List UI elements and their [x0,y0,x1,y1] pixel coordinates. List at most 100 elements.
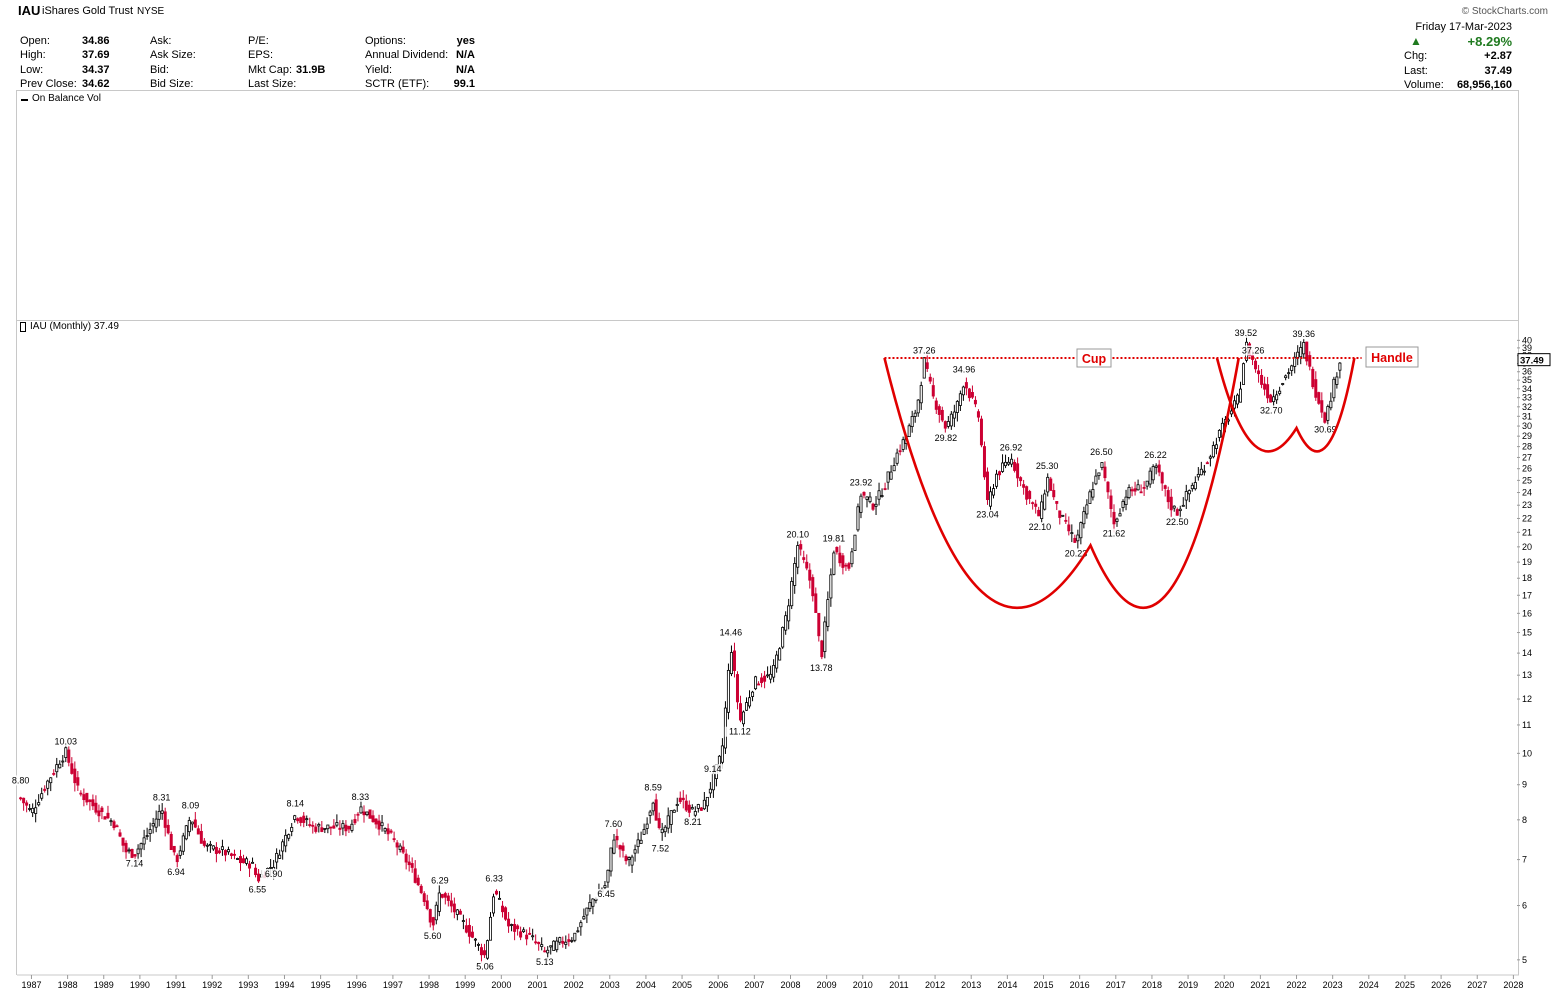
eps-label: EPS: [248,49,274,62]
candle-body [199,830,203,844]
candle-body [1100,462,1104,468]
candle-body [232,853,236,856]
candle-body [579,922,583,928]
y-tick-label: 15 [1522,628,1532,638]
price-annotation-bg [472,961,498,972]
candle-body [838,552,842,564]
candle-body [329,826,333,829]
candle-body [70,763,74,774]
candle-body [865,496,869,500]
price-annotation: 8.31 [153,792,171,802]
y-tick-label: 28 [1522,442,1532,452]
candle-body [708,788,712,794]
price-annotation-bg [163,867,189,878]
candle-body [763,675,767,682]
price-annotation: 8.14 [287,799,305,809]
candle-body [287,834,291,839]
candle-body [847,563,851,569]
candle-body [431,917,435,926]
last-size-label: Last Size: [248,77,297,90]
candle-body [208,843,212,846]
price-annotation-bg [1031,460,1063,471]
candle-body [130,848,134,858]
candle-body [1326,406,1330,421]
candle-body [1130,489,1134,492]
candle-body [1031,502,1035,505]
candle-body [368,809,372,819]
price-annotation-bg [1237,345,1269,356]
x-tick-label: 2008 [780,980,800,990]
candle-body [37,802,41,806]
quote-col-4: Options: yes Annual Dividend: N/A Yield: N/… [365,34,475,91]
candle-body [537,941,541,945]
candle-body [55,764,59,773]
candle-body [145,835,149,837]
price-annotation-bg [715,627,747,638]
candle-body [805,561,809,569]
candle-body [1151,466,1155,481]
candle-body [1118,513,1122,517]
y-tick-label: 34 [1522,384,1532,394]
price-annotation: 8.33 [352,792,370,802]
price-annotation: 39.36 [1292,329,1315,339]
up-arrow-icon: ▲ [1410,34,1422,49]
candle-body [907,425,911,438]
candle-body [1257,370,1261,375]
candle-body [1076,534,1080,542]
candle-body [660,828,664,834]
candle-body [269,867,273,869]
candle-body [133,854,137,857]
candle-body [172,845,176,853]
candle-body [618,845,622,850]
y-tick-label: 16 [1522,608,1532,618]
candle-body [85,792,89,803]
price-annotation-bg [1024,522,1056,533]
candle-body [820,640,824,658]
candle-body [335,822,339,826]
candle-body [751,691,755,697]
candle-body [823,621,827,652]
candle-body [395,842,399,848]
candle-body [699,807,703,811]
candle-body [1196,473,1200,478]
candle-body [229,853,233,856]
price-annotation-bg [177,800,204,811]
volume-value: 68,956,160 [1456,78,1512,91]
price-annotation-bg [1140,450,1171,461]
candle-body [892,465,896,472]
candle-body [338,827,342,830]
price-annotation: 26.50 [1090,447,1113,457]
y-tick-label: 22 [1522,513,1532,523]
candle-body [961,386,965,396]
candle-body [73,768,77,784]
candle-body [1317,392,1321,404]
candle-body [1043,493,1047,510]
candle-body [139,843,143,850]
candle-body [19,797,23,800]
candle-body [22,797,26,804]
candle-body [1091,489,1095,498]
candle-body [359,806,363,814]
candle-body [193,819,197,828]
candle-body [350,823,354,831]
candle-body [64,747,68,758]
candle-body [913,412,917,417]
candle-body [1085,504,1089,515]
candle-body [910,415,914,428]
candle-body [693,811,697,816]
handle-label: Handle [1371,351,1413,365]
candle-body [112,821,116,829]
price-annotation: 5.13 [536,957,554,967]
chg-value: +2.87 [1484,50,1512,63]
price-annotation-bg [1060,548,1092,559]
candle-body [726,669,730,713]
candle-body [802,557,806,560]
candle-body [305,818,309,821]
candle-body [407,861,411,866]
candle-body [40,793,44,799]
candle-body [67,749,71,763]
candle-body [1058,510,1062,518]
candle-body [748,697,752,707]
x-tick-label: 1997 [383,980,403,990]
